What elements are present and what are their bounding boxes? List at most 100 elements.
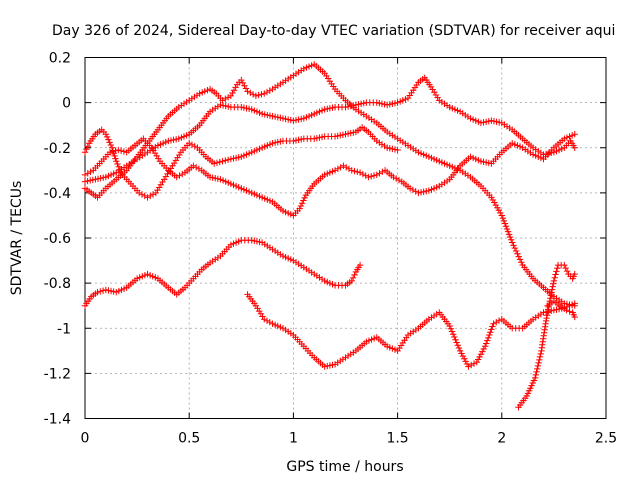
data-point [571,144,578,151]
data-point [409,186,417,194]
data-point [503,225,511,233]
y-tick-label: 0.2 [49,51,71,67]
data-point [571,131,578,138]
data-point [113,158,120,165]
data-point [490,320,497,327]
data-point [99,287,107,294]
data-point [395,176,403,184]
data-point [342,164,350,171]
data-point [543,314,550,322]
data-point [368,173,375,180]
data-point [550,277,558,285]
data-point [365,173,372,181]
data-point [531,374,539,382]
data-point [518,259,525,266]
data-point [348,167,355,174]
data-point [506,233,514,241]
data-points [81,61,578,411]
data-point [348,277,355,285]
data-point [544,306,552,313]
data-point [505,231,513,238]
data-point [468,361,475,369]
data-point [238,76,245,84]
data-point [141,192,148,200]
data-point [227,92,235,100]
data-point [482,340,490,347]
grid-lines [85,57,606,419]
data-point [537,350,544,358]
x-tick-label: 1.5 [386,431,408,447]
data-point [390,173,397,181]
data-point [509,239,516,246]
data-point [356,169,364,176]
data-point [393,175,400,182]
data-point [351,271,358,279]
data-point [105,136,112,143]
data-point [542,320,549,327]
y-tick-label: -1.2 [44,366,71,382]
data-point [138,191,146,198]
data-point [102,131,110,138]
data-point [536,353,544,361]
data-point [340,162,347,169]
data-point [219,158,226,165]
data-point [447,325,455,332]
data-point [222,157,229,164]
data-point [149,191,157,198]
data-point [297,202,305,210]
data-point [561,261,568,269]
data-point [296,205,303,212]
data-point [502,223,510,230]
data-point [362,172,369,179]
data-point [94,288,101,296]
data-point [465,363,472,370]
data-point [108,144,116,151]
x-tick-label: 0 [81,431,90,447]
data-point [266,319,273,326]
data-point [111,152,118,160]
data-point [173,173,180,181]
x-tick-label: 1 [289,431,298,447]
data-point [547,295,554,302]
data-point [548,286,556,293]
data-point [110,149,117,157]
data-point [547,292,555,299]
data-point [230,87,238,94]
data-point [354,168,361,176]
data-point [535,359,542,367]
data-point [481,343,489,350]
y-axis-title: SDTVAR / TECUs [9,181,25,296]
data-point [448,328,456,335]
data-point [239,79,247,87]
data-point [552,271,559,278]
x-tick-label: 2 [497,431,506,447]
data-point [300,197,307,204]
data-point [211,160,218,167]
data-point [232,84,239,91]
series-sat-e [81,237,364,309]
data-point [81,149,89,156]
data-point [544,309,551,316]
y-tick-label: 0 [62,96,71,112]
x-tick-label: 2.5 [595,431,617,447]
data-point [331,167,339,174]
data-point [548,289,555,296]
data-point [356,261,364,269]
data-point [213,159,221,166]
data-point [190,162,197,169]
x-axis-title: GPS time / hours [286,459,403,475]
data-point [543,312,551,319]
data-point [571,313,578,321]
y-tick-labels: -1.4 -1.2 -1 -0.8 -0.6 -0.4 -0.2 0 0.2 [44,51,71,428]
data-point [179,170,186,178]
data-point [192,164,200,171]
data-point [81,171,89,179]
data-point [454,342,462,349]
x-tick-labels: 0 0.5 1 1.5 2 2.5 [81,431,618,447]
data-point [359,170,367,178]
data-point [489,323,496,330]
y-tick-label: -1 [57,321,71,337]
y-tick-label: -0.8 [44,276,71,292]
data-point [244,88,251,95]
data-point [551,274,558,281]
